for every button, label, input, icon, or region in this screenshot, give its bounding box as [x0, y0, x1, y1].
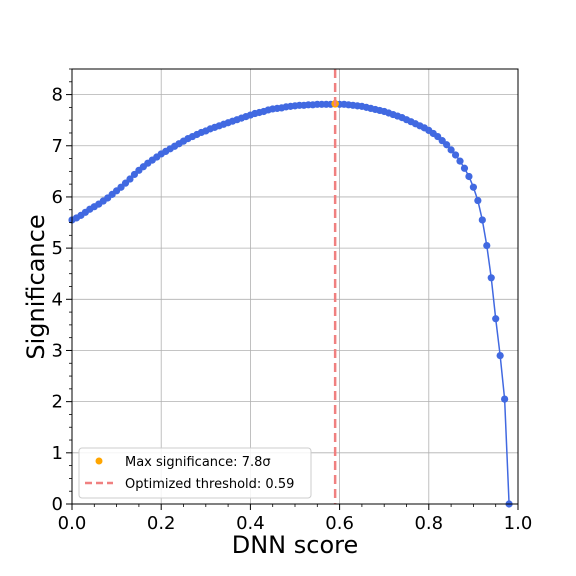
data-point [443, 141, 451, 149]
data-point [469, 183, 477, 191]
data-point [501, 395, 509, 403]
data-point [496, 351, 504, 360]
markers [68, 100, 513, 508]
x-tick-label: 0.0 [58, 513, 87, 534]
data-point [492, 315, 500, 323]
data-point [487, 274, 495, 282]
y-tick-label: 0 [52, 494, 63, 515]
x-tick-label: 0.2 [147, 513, 176, 534]
data-point [451, 151, 460, 159]
x-axis-label: DNN score [232, 531, 359, 559]
y-axis-label: Significance [22, 214, 50, 359]
y-tick-label: 3 [52, 340, 63, 361]
x-tick-label: 0.6 [325, 513, 354, 534]
x-tick-label: 0.8 [414, 513, 443, 534]
y-tick-label: 1 [52, 443, 63, 464]
data-point [460, 164, 469, 172]
ticks: 0.0 0.2 0.4 0.6 0.8 1.0 0 1 2 3 4 5 6 7 8 [52, 68, 533, 534]
x-tick-label: 0.4 [236, 513, 265, 534]
data-point [465, 172, 473, 181]
data-point [447, 146, 455, 154]
y-tick-label: 4 [52, 289, 63, 310]
y-tick-label: 8 [52, 85, 63, 106]
y-tick-label: 6 [52, 187, 63, 208]
legend-max-marker [95, 457, 103, 465]
data-point [126, 175, 134, 183]
data-point [478, 216, 486, 224]
y-tick-label: 5 [52, 238, 63, 259]
legend-box [78, 447, 312, 499]
data-point [483, 241, 491, 250]
legend-threshold-label: Optimized threshold: 0.59 [125, 477, 294, 492]
x-tick-label: 1.0 [504, 513, 533, 534]
y-tick-label: 2 [52, 392, 63, 413]
y-tick-label: 7 [52, 136, 63, 157]
data-point [474, 196, 482, 205]
legend: Max significance: 7.8σ Optimized thresho… [78, 447, 312, 499]
legend-max-label: Max significance: 7.8σ [125, 455, 271, 470]
data-point [456, 157, 464, 165]
